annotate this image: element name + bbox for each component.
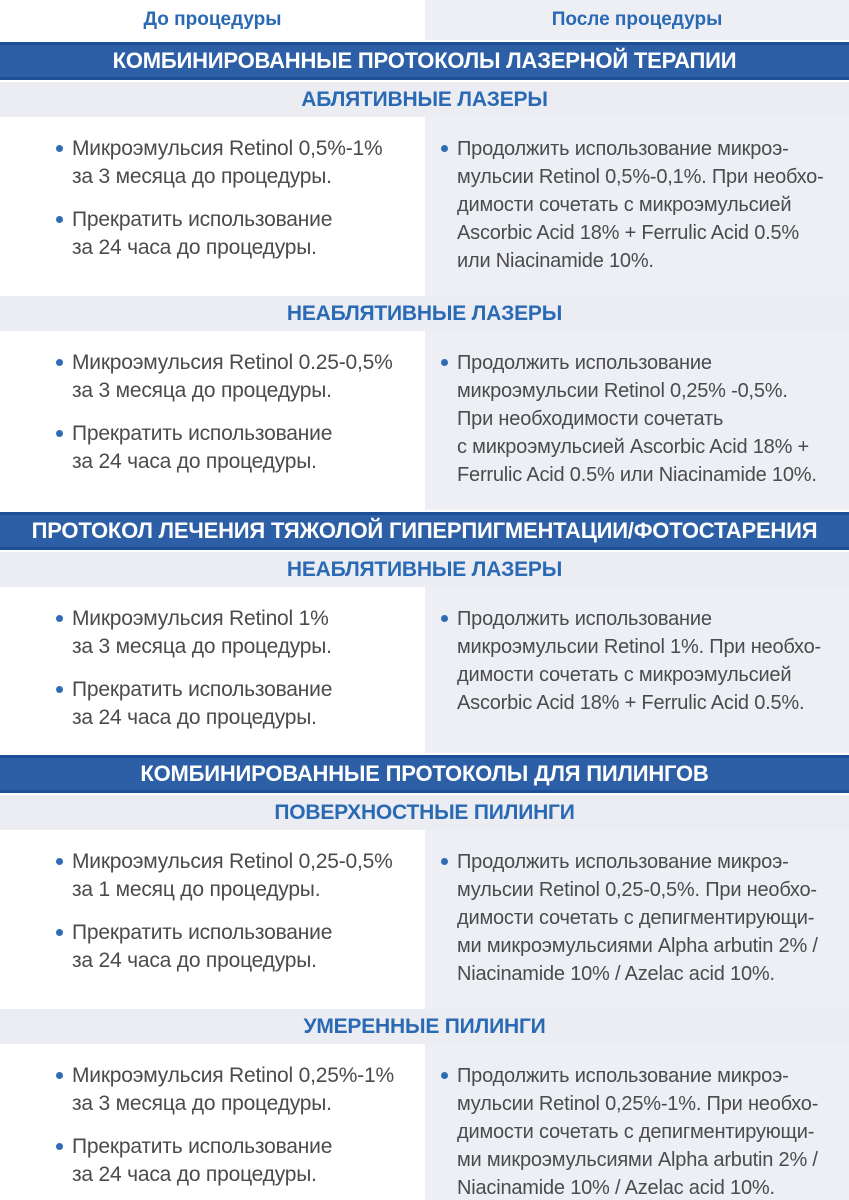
bullet-dot [56, 1143, 63, 1150]
after-cell: Продолжить использование микроэмульсии R… [425, 331, 849, 510]
list-item: Продолжить использование микроэмульсии R… [441, 349, 831, 489]
bullet-dot [56, 216, 63, 223]
bullet-dot [441, 145, 448, 152]
list-item: Прекратить использование за 24 часа до п… [56, 676, 397, 732]
bullet-dot [441, 858, 448, 865]
content-row-pigmentation-non-ablative: Микроэмульсия Retinol 1% за 3 месяца до … [0, 587, 849, 753]
subsection-title-non-ablative-lasers-2: НЕАБЛЯТИВНЫЕ ЛАЗЕРЫ [0, 552, 849, 587]
bullet-dot [56, 929, 63, 936]
bullet-dot [56, 858, 63, 865]
bullet-text: Прекратить использование за 24 часа до п… [72, 921, 333, 972]
bullet-text: Микроэмульсия Retinol 1% за 3 месяца до … [72, 607, 332, 658]
column-header-after: После процедуры [551, 9, 723, 30]
list-item: Прекратить использование за 24 часа до п… [56, 206, 397, 262]
before-cell: Микроэмульсия Retinol 0,25%-1% за 3 меся… [0, 1044, 425, 1200]
content-row-ablative-lasers: Микроэмульсия Retinol 0,5%-1% за 3 месяц… [0, 117, 849, 296]
list-item: Микроэмульсия Retinol 1% за 3 месяца до … [56, 605, 397, 661]
section-banner-peelings: КОМБИНИРОВАННЫЕ ПРОТОКОЛЫ ДЛЯ ПИЛИНГОВ [0, 755, 849, 793]
bullet-dot [56, 1072, 63, 1079]
list-item: Прекратить использование за 24 часа до п… [56, 919, 397, 975]
subsection-title-non-ablative-lasers: НЕАБЛЯТИВНЫЕ ЛАЗЕРЫ [0, 296, 849, 331]
content-row-surface-peels: Микроэмульсия Retinol 0,25-0,5% за 1 мес… [0, 830, 849, 1009]
bullet-dot [56, 145, 63, 152]
list-item: Продолжить использование микроэ- мульсии… [441, 1062, 831, 1200]
list-item: Микроэмульсия Retinol 0,5%-1% за 3 месяц… [56, 135, 397, 191]
bullet-text: Микроэмульсия Retinol 0,5%-1% за 3 месяц… [72, 137, 383, 188]
bullet-dot [441, 615, 448, 622]
bullet-dot [56, 615, 63, 622]
bullet-dot [56, 686, 63, 693]
before-cell: Микроэмульсия Retinol 0.25-0,5% за 3 мес… [0, 331, 425, 510]
before-cell: Микроэмульсия Retinol 1% за 3 месяца до … [0, 587, 425, 753]
list-item: Прекратить использование за 24 часа до п… [56, 1133, 397, 1189]
list-item: Продолжить использование микроэмульсии R… [441, 605, 831, 717]
after-header-cell: После процедуры [425, 0, 849, 40]
bullet-text: Микроэмульсия Retinol 0,25%-1% за 3 меся… [72, 1064, 394, 1115]
after-cell: Продолжить использование микроэ- мульсии… [425, 1044, 849, 1200]
subsection-title-moderate-peels: УМЕРЕННЫЕ ПИЛИНГИ [0, 1009, 849, 1044]
bullet-text: Продолжить использование микроэмульсии R… [457, 352, 817, 486]
bullet-text: Прекратить использование за 24 часа до п… [72, 678, 333, 729]
section-banner-laser-therapy: КОМБИНИРОВАННЫЕ ПРОТОКОЛЫ ЛАЗЕРНОЙ ТЕРАП… [0, 42, 849, 80]
bullet-text: Прекратить использование за 24 часа до п… [72, 208, 333, 259]
before-header-cell: До процедуры [0, 0, 425, 40]
subsection-title-ablative-lasers: АБЛЯТИВНЫЕ ЛАЗЕРЫ [0, 82, 849, 117]
content-row-moderate-peels: Микроэмульсия Retinol 0,25%-1% за 3 меся… [0, 1044, 849, 1200]
list-item: Микроэмульсия Retinol 0,25%-1% за 3 меся… [56, 1062, 397, 1118]
bullet-dot [56, 430, 63, 437]
bullet-text: Продолжить использование микроэ- мульсии… [457, 1065, 819, 1199]
bullet-text: Прекратить использование за 24 часа до п… [72, 422, 333, 473]
bullet-dot [441, 1072, 448, 1079]
bullet-text: Продолжить использование микроэмульсии R… [457, 608, 821, 714]
column-header-row: До процедуры После процедуры [0, 0, 849, 40]
before-cell: Микроэмульсия Retinol 0,25-0,5% за 1 мес… [0, 830, 425, 1009]
list-item: Продолжить использование микроэ- мульсии… [441, 135, 831, 275]
list-item: Продолжить использование микроэ- мульсии… [441, 848, 831, 988]
bullet-dot [56, 359, 63, 366]
bullet-text: Прекратить использование за 24 часа до п… [72, 1135, 333, 1186]
after-cell: Продолжить использование микроэ- мульсии… [425, 117, 849, 296]
after-cell: Продолжить использование микроэ- мульсии… [425, 830, 849, 1009]
list-item: Микроэмульсия Retinol 0.25-0,5% за 3 мес… [56, 349, 397, 405]
content-row-non-ablative-lasers: Микроэмульсия Retinol 0.25-0,5% за 3 мес… [0, 331, 849, 510]
list-item: Прекратить использование за 24 часа до п… [56, 420, 397, 476]
list-item: Микроэмульсия Retinol 0,25-0,5% за 1 мес… [56, 848, 397, 904]
after-cell: Продолжить использование микроэмульсии R… [425, 587, 849, 753]
section-banner-hyperpigmentation: ПРОТОКОЛ ЛЕЧЕНИЯ ТЯЖОЛОЙ ГИПЕРПИГМЕНТАЦИ… [0, 512, 849, 550]
bullet-text: Продолжить использование микроэ- мульсии… [457, 851, 818, 985]
bullet-dot [441, 359, 448, 366]
bullet-text: Микроэмульсия Retinol 0,25-0,5% за 1 мес… [72, 850, 393, 901]
bullet-text: Продолжить использование микроэ- мульсии… [457, 138, 824, 272]
bullet-text: Микроэмульсия Retinol 0.25-0,5% за 3 мес… [72, 351, 393, 402]
column-header-before: До процедуры [143, 9, 282, 30]
subsection-title-surface-peels: ПОВЕРХНОСТНЫЕ ПИЛИНГИ [0, 795, 849, 830]
before-cell: Микроэмульсия Retinol 0,5%-1% за 3 месяц… [0, 117, 425, 296]
